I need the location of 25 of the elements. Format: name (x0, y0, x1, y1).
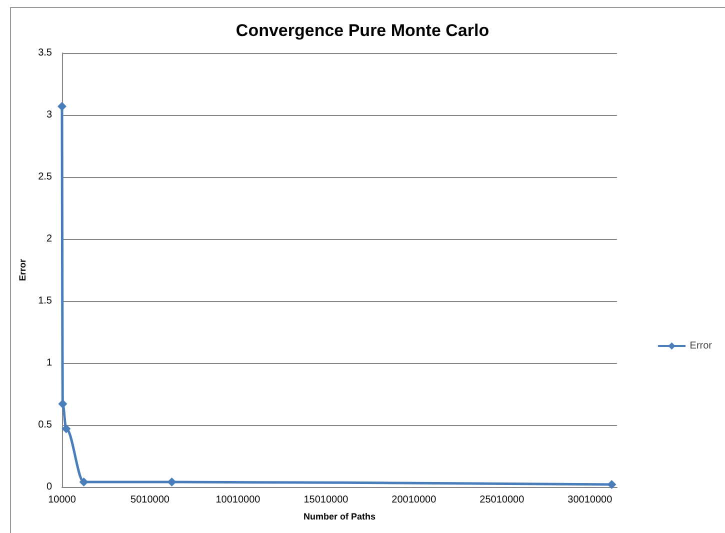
x-tick-label: 15010000 (304, 494, 349, 506)
y-tick-label: 1 (46, 358, 52, 368)
x-tick-label: 25010000 (480, 494, 525, 506)
y-tick-label: 0.5 (38, 420, 52, 430)
point (607, 480, 616, 490)
point (79, 478, 88, 487)
x-axis-title: Number of Paths (303, 512, 376, 522)
x-tick-label: 10000 (48, 494, 76, 506)
point (62, 424, 71, 434)
y-tick-label: 3 (46, 110, 52, 120)
chart-title: Convergence Pure Monte Carlo (236, 21, 490, 40)
y-axis-title: Error (18, 258, 28, 282)
y-tick-label: 1.5 (38, 296, 52, 306)
point (167, 478, 176, 487)
y-tick-label: 3.5 (38, 48, 52, 58)
y-tick-label: 2 (46, 234, 52, 244)
x-tick-label: 5010000 (130, 494, 170, 506)
x-tick-label: 20010000 (392, 494, 437, 506)
point (58, 399, 68, 408)
x-tick-label: 30010000 (568, 494, 613, 506)
x-tick-label: 10010000 (216, 494, 261, 506)
y-tick-label: 0 (46, 482, 52, 492)
legend-label: Error (690, 340, 713, 352)
y-tick-label: 2.5 (38, 172, 52, 182)
point (58, 102, 66, 111)
